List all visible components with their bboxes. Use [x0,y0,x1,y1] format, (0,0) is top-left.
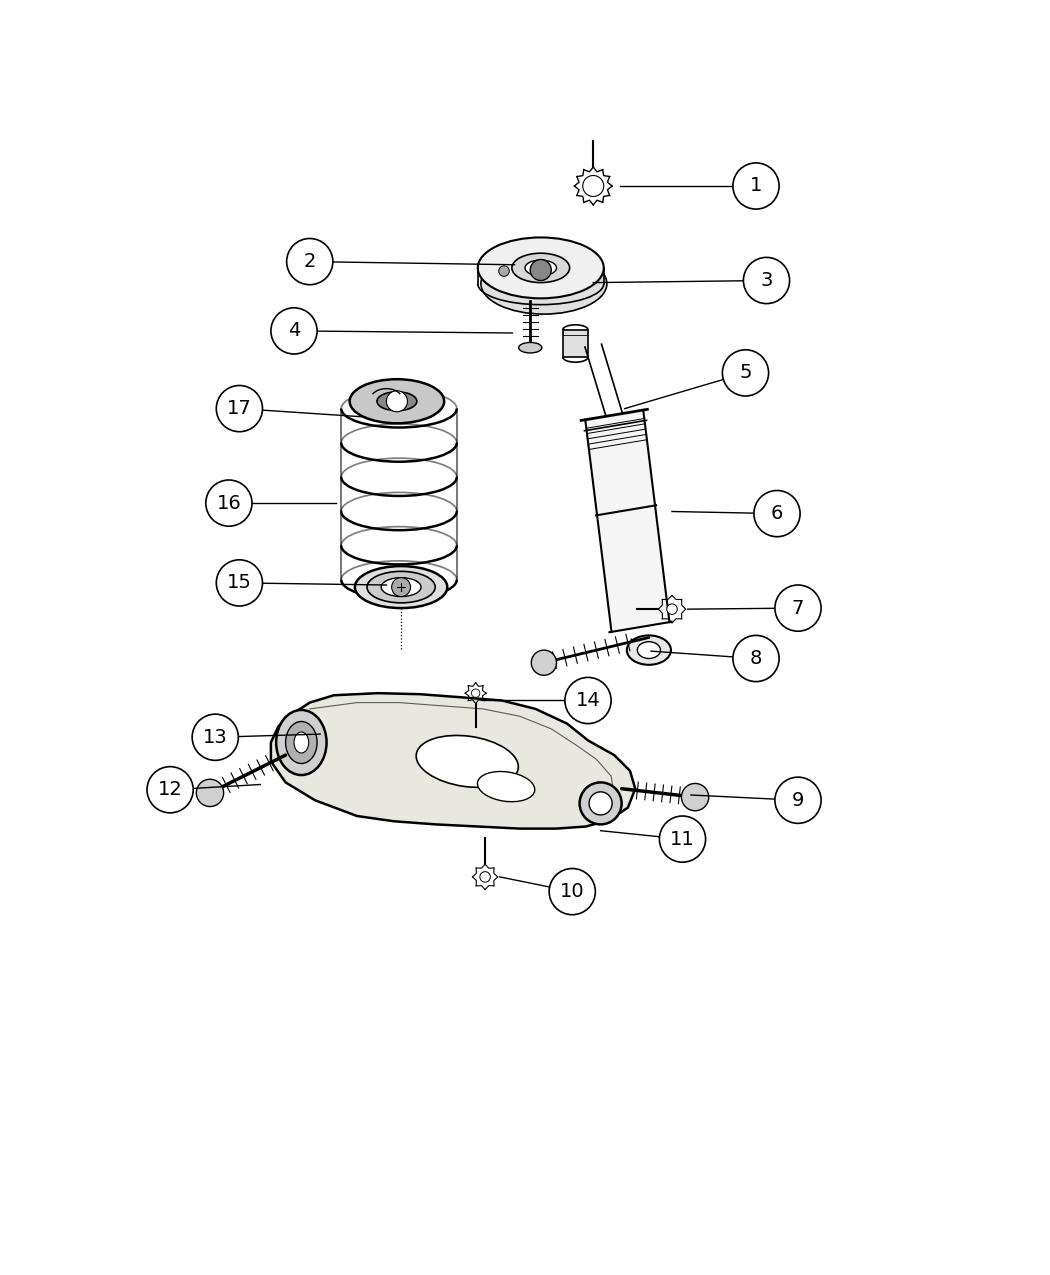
Circle shape [386,390,407,412]
Text: 3: 3 [760,272,773,289]
Ellipse shape [368,571,436,603]
Text: 12: 12 [158,780,183,799]
Circle shape [530,260,551,280]
Circle shape [216,385,262,432]
Circle shape [743,258,790,303]
Circle shape [196,779,224,807]
Ellipse shape [627,635,671,664]
Circle shape [287,238,333,284]
Circle shape [471,688,480,697]
Ellipse shape [377,391,417,411]
Circle shape [531,650,556,676]
Text: 15: 15 [227,574,252,593]
Circle shape [216,560,262,606]
Text: 4: 4 [288,321,300,340]
Text: 5: 5 [739,363,752,382]
Circle shape [754,491,800,537]
Circle shape [392,578,411,597]
Circle shape [583,176,604,196]
Ellipse shape [350,379,444,423]
Circle shape [499,265,509,277]
Text: 8: 8 [750,649,762,668]
Ellipse shape [481,254,607,314]
Circle shape [192,714,238,760]
Ellipse shape [589,792,612,815]
Text: 11: 11 [670,830,695,849]
Circle shape [271,307,317,354]
Circle shape [722,349,769,397]
Bar [563,330,588,357]
Text: 7: 7 [792,598,804,617]
Circle shape [775,585,821,631]
Circle shape [206,479,252,527]
Ellipse shape [580,783,622,825]
Text: 16: 16 [216,493,242,513]
Circle shape [147,766,193,813]
Ellipse shape [478,237,604,298]
Ellipse shape [286,722,317,764]
Circle shape [549,868,595,914]
Circle shape [733,635,779,682]
Circle shape [565,677,611,724]
Ellipse shape [276,710,327,775]
Text: 10: 10 [560,882,585,901]
Text: 1: 1 [750,176,762,195]
Ellipse shape [478,771,534,802]
Ellipse shape [381,578,421,597]
Circle shape [733,163,779,209]
Ellipse shape [512,254,569,283]
Polygon shape [271,694,635,829]
Text: 6: 6 [771,504,783,523]
Text: 2: 2 [303,252,316,272]
Text: 17: 17 [227,399,252,418]
Circle shape [480,872,490,882]
Ellipse shape [637,641,660,658]
Ellipse shape [355,566,447,608]
Text: 9: 9 [792,790,804,810]
Ellipse shape [519,343,542,353]
Polygon shape [585,411,670,632]
Ellipse shape [416,736,519,788]
Circle shape [775,778,821,824]
Circle shape [681,783,709,811]
Circle shape [659,816,706,862]
Circle shape [667,604,677,615]
Ellipse shape [294,732,309,754]
Text: 14: 14 [575,691,601,710]
Text: 13: 13 [203,728,228,747]
Ellipse shape [525,260,556,275]
